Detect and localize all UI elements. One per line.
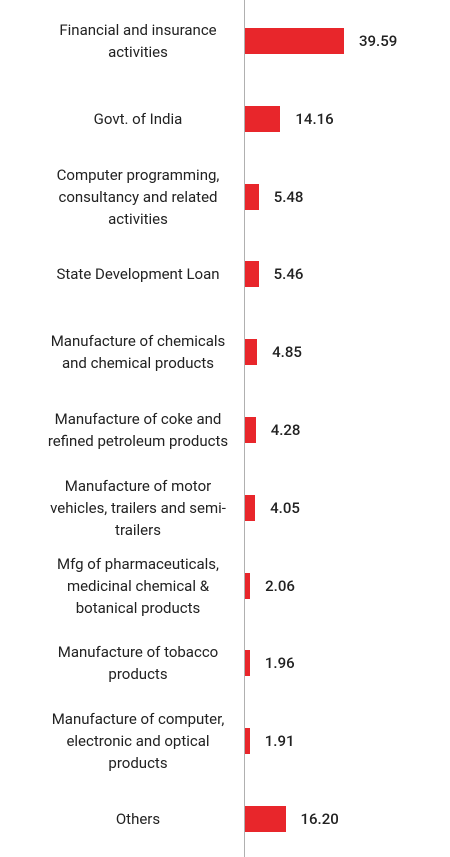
value-label: 14.16	[295, 109, 334, 128]
bar	[245, 339, 258, 366]
value-label: 2.06	[265, 576, 295, 595]
category-label: Computer programming, consultancy and re…	[56, 165, 220, 228]
value-label: 5.46	[273, 265, 304, 284]
bar	[245, 261, 259, 288]
category-label: Manufacture of chemicals and chemical pr…	[50, 332, 226, 373]
bar	[245, 572, 251, 599]
category-label: Mfg of pharmaceuticals, medicinal chemic…	[57, 554, 219, 617]
bar	[245, 28, 344, 54]
bar	[245, 494, 256, 521]
value-label: 5.48	[273, 187, 304, 206]
bar	[245, 105, 281, 132]
bar	[245, 650, 250, 677]
category-label: State Development Loan	[56, 265, 220, 284]
axis-line	[244, 0, 245, 857]
bar	[245, 417, 256, 443]
category-label: Others	[115, 810, 161, 828]
value-label: 4.85	[272, 343, 302, 362]
category-label: Govt. of India	[93, 109, 183, 128]
value-label: 39.59	[359, 32, 398, 50]
value-label: 1.91	[264, 732, 295, 751]
category-label: Manufacture of tobacco products	[57, 643, 219, 684]
value-label: 16.20	[300, 810, 339, 828]
bar	[245, 183, 259, 210]
bar	[245, 728, 250, 755]
bar	[245, 806, 286, 832]
category-label: Manufacture of coke and refined petroleu…	[47, 410, 229, 450]
value-label: 4.28	[270, 421, 301, 439]
value-label: 4.05	[270, 498, 300, 517]
value-label: 1.96	[264, 654, 295, 673]
category-label: Manufacture of motor vehicles, trailers …	[50, 476, 226, 539]
category-label: Financial and insurance activities	[59, 21, 217, 61]
category-label: Manufacture of computer, electronic and …	[51, 710, 225, 773]
